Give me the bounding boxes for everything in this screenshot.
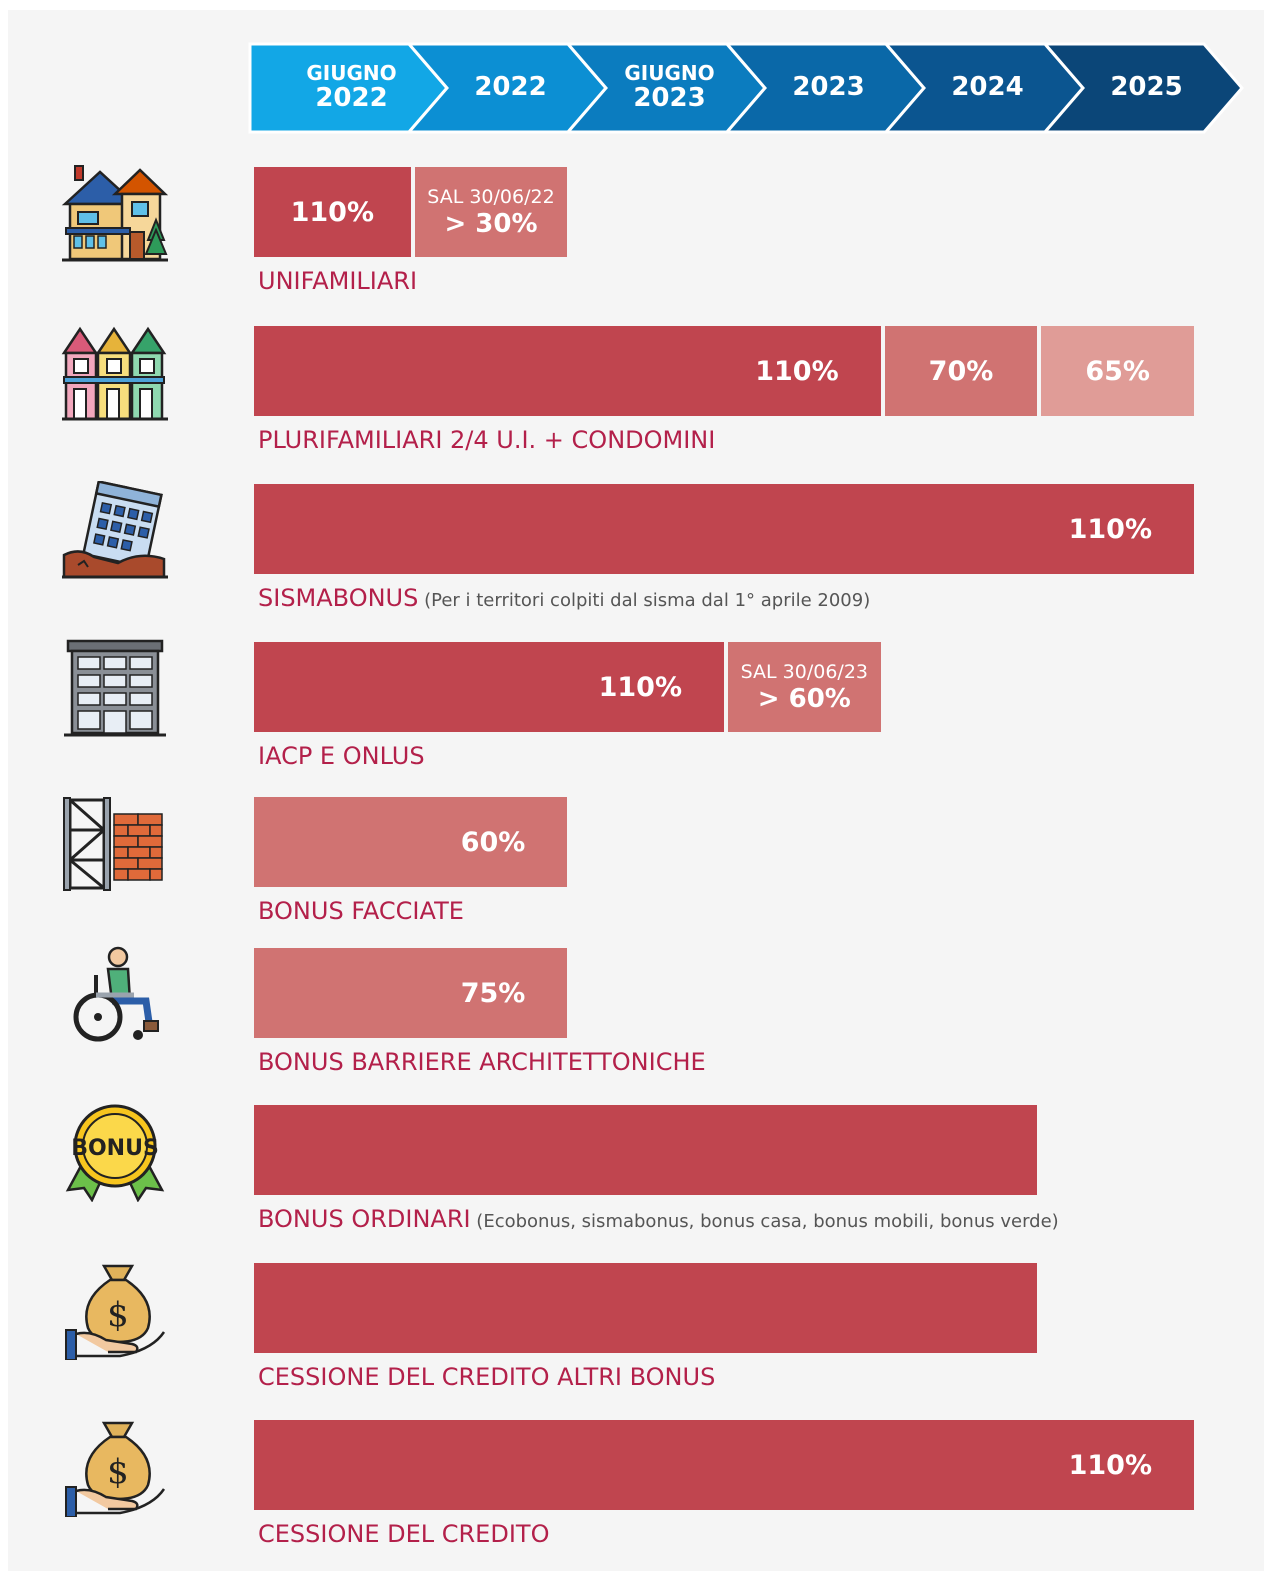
timeline-period-label: GIUGNO 2022	[272, 62, 431, 112]
row-label-main: SISMABONUS	[258, 584, 419, 612]
row-label: IACP E ONLUS	[258, 742, 425, 770]
timeline-period-year: 2022	[474, 72, 547, 102]
timeline-chevron	[1041, 42, 1244, 134]
bar-segment-note: SAL 30/06/23	[740, 661, 869, 683]
collapsed-building-icon	[60, 480, 170, 581]
bar-segment	[254, 1105, 1038, 1195]
money-bag-hand-icon: $	[60, 1260, 170, 1361]
bar-segment: 110%	[254, 642, 724, 732]
bar-segment-value: 60%	[460, 826, 526, 858]
row-label-main: BONUS BARRIERE ARCHITETTONICHE	[258, 1048, 706, 1076]
row-label-main: BONUS ORDINARI	[258, 1205, 471, 1233]
bar-segment-value: 75%	[460, 977, 526, 1009]
house-icon	[60, 164, 170, 264]
svg-text:$: $	[107, 1452, 129, 1492]
bar-segment: 70%	[884, 326, 1038, 416]
row-label: BONUS FACCIATE	[258, 897, 464, 925]
row-label: UNIFAMILIARI	[258, 267, 417, 295]
bar-segment-value: 65%	[1085, 355, 1150, 387]
bonus-badge-icon: BONUS	[60, 1102, 170, 1203]
timeline-period-year: 2022	[315, 83, 388, 113]
bar-segment-value: > 60%	[757, 684, 851, 714]
row-label: PLURIFAMILIARI 2/4 U.I. + CONDOMINI	[258, 426, 715, 454]
svg-text:BONUS: BONUS	[71, 1136, 159, 1161]
bar-segment: 75%	[254, 948, 568, 1038]
timeline-period-label: 2022	[431, 73, 590, 101]
bar-segment-note: SAL 30/06/22	[427, 186, 555, 208]
row-label: CESSIONE DEL CREDITO ALTRI BONUS	[258, 1363, 715, 1391]
row-label-main: PLURIFAMILIARI 2/4 U.I. + CONDOMINI	[258, 426, 716, 454]
timeline-period-year: 2024	[951, 72, 1024, 102]
row-label-main: CESSIONE DEL CREDITO	[258, 1520, 550, 1548]
bar-segment: 60%	[254, 797, 568, 887]
timeline-period-month: GIUGNO	[306, 61, 397, 85]
row-label: BONUS ORDINARI (Ecobonus, sismabonus, bo…	[258, 1205, 1059, 1233]
row-label-main: BONUS FACCIATE	[258, 897, 464, 925]
svg-text:$: $	[107, 1295, 129, 1335]
row-label-main: UNIFAMILIARI	[258, 267, 418, 295]
row-label: CESSIONE DEL CREDITO	[258, 1520, 549, 1548]
bar-segment-value: 110%	[598, 671, 682, 703]
bar-segment: SAL 30/06/23 > 60%	[728, 642, 881, 732]
wheelchair-icon	[60, 945, 170, 1045]
row-label-note: (Ecobonus, sismabonus, bonus casa, bonus…	[470, 1211, 1059, 1232]
row-label: BONUS BARRIERE ARCHITETTONICHE	[258, 1048, 706, 1076]
row-label-main: IACP E ONLUS	[258, 742, 425, 770]
timeline-period-year: 2023	[633, 83, 706, 113]
bar-segment-value: 110%	[1068, 513, 1152, 545]
bar-segment-value: 70%	[928, 355, 994, 387]
infographic: GIUGNO 2022 2022 GIUGNO 2023 2023 2024 2025 110…	[8, 10, 1264, 1571]
scaffolding-icon	[60, 794, 170, 894]
timeline-period-label: GIUGNO 2023	[590, 62, 749, 112]
timeline-period-month: GIUGNO	[624, 61, 715, 85]
bar-segment: SAL 30/06/22 > 30%	[414, 167, 568, 257]
bar-segment-value: 110%	[1068, 1449, 1152, 1481]
bar-segment-value: 110%	[755, 355, 839, 387]
rowhouses-icon	[60, 323, 170, 423]
timeline-period-year: 2023	[792, 72, 865, 102]
row-label: SISMABONUS (Per i territori colpiti dal …	[258, 584, 870, 612]
bar-segment: 110%	[254, 326, 881, 416]
bar-segment: 110%	[254, 484, 1194, 574]
apartment-building-icon	[60, 639, 170, 739]
timeline	[248, 42, 1244, 134]
bar-segment-value: > 30%	[444, 209, 538, 239]
row-label-note: (Per i territori colpiti dal sisma dal 1…	[418, 590, 871, 611]
timeline-period-year: 2025	[1110, 72, 1183, 102]
bar-segment: 110%	[254, 1420, 1194, 1510]
row-label-main: CESSIONE DEL CREDITO ALTRI BONUS	[258, 1363, 716, 1391]
timeline-period-label: 2024	[908, 73, 1067, 101]
bar-segment-value: 110%	[290, 196, 375, 228]
money-bag-hand-icon: $	[60, 1417, 170, 1518]
timeline-period-label: 2025	[1067, 73, 1226, 101]
bar-segment: 65%	[1041, 326, 1194, 416]
timeline-period-label: 2023	[749, 73, 908, 101]
bar-segment	[254, 1263, 1038, 1353]
bar-segment: 110%	[254, 167, 411, 257]
